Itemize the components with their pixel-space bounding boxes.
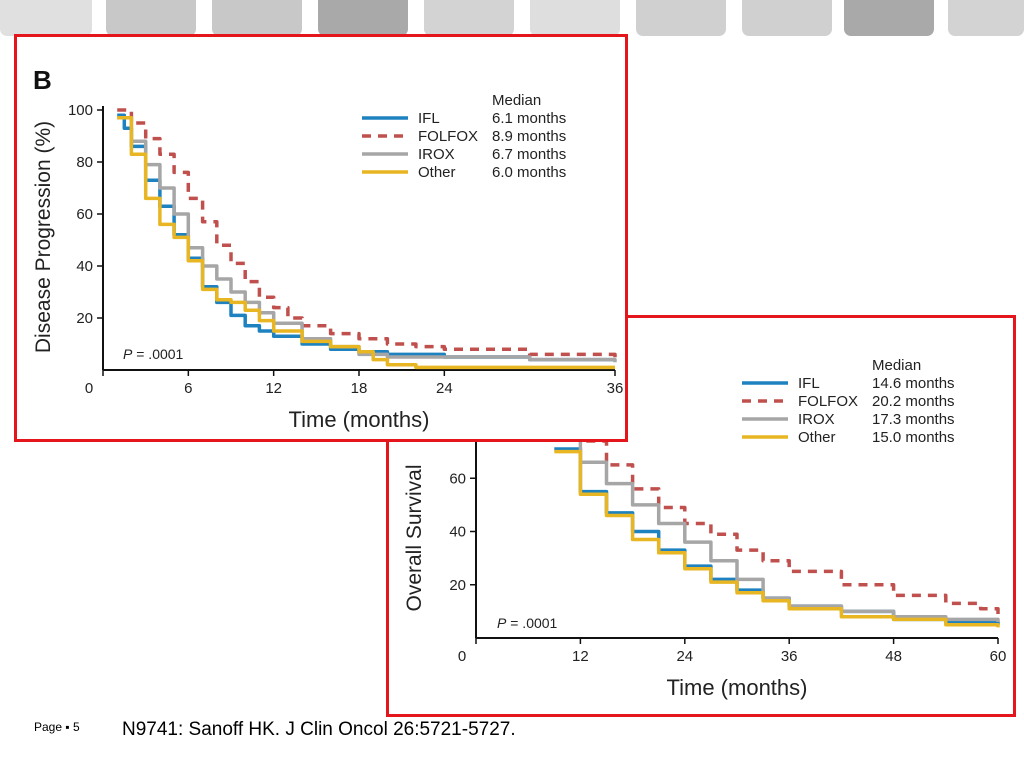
nav-tab-5[interactable] — [424, 0, 514, 36]
y-tick-label: 60 — [76, 206, 93, 223]
page-number: Page ▪ 5 — [34, 720, 80, 734]
x-axis-label: Time (months) — [667, 675, 808, 700]
p-value-number: = .0001 — [132, 346, 183, 362]
series-line-other — [117, 116, 615, 370]
legend-series-name: FOLFOX — [418, 128, 478, 145]
y-tick-label: 20 — [449, 577, 466, 594]
citation-text: N9741: Sanoff HK. J Clin Oncol 26:5721-5… — [122, 719, 516, 740]
legend-series-name: IFL — [798, 375, 820, 392]
series-line-folfox — [117, 108, 617, 360]
legend-median: 6.0 months — [492, 164, 566, 181]
nav-tab-8[interactable] — [742, 0, 832, 36]
y-axis-label: Disease Progression (%) — [32, 121, 55, 353]
legend-header: Median — [492, 92, 541, 109]
x-tick-label: 0 — [85, 380, 93, 397]
series-line-folfox — [554, 423, 1000, 614]
nav-tab-9[interactable] — [844, 0, 934, 36]
legend-median: 6.1 months — [492, 110, 566, 127]
overall-survival-chart: 0 12 24 36 48 60 20 40 60 P = .0001 Median IFL 14.6 … — [403, 357, 1007, 700]
y-tick-label: 60 — [449, 470, 466, 487]
legend-median: 17.3 months — [872, 411, 955, 428]
legend-series-name: IFL — [418, 110, 440, 127]
x-tick-label: 6 — [184, 380, 192, 397]
y-tick-label: 20 — [76, 310, 93, 327]
legend-header: Median — [872, 357, 921, 374]
y-tick-label: 40 — [449, 524, 466, 541]
top-tab-bar — [0, 0, 1024, 40]
x-tick-label: 24 — [436, 380, 453, 397]
panel-label: B — [33, 65, 52, 95]
nav-tab-7[interactable] — [636, 0, 726, 36]
nav-tab-4[interactable] — [318, 0, 408, 36]
series-line-irox — [554, 425, 1000, 622]
p-value-annotation: P = .0001 — [497, 615, 558, 631]
p-value-annotation: P = .0001 — [123, 346, 184, 362]
x-axis-label: Time (months) — [289, 407, 430, 432]
legend-median: 8.9 months — [492, 128, 566, 145]
x-tick-label: 12 — [265, 380, 282, 397]
y-axis-label: Overall Survival — [403, 464, 426, 611]
x-tick-label: 48 — [885, 648, 902, 665]
p-value-number: = .0001 — [506, 615, 557, 631]
disease-progression-chart: 0 6 12 18 24 36 20 40 60 80 100 P = .0001 Median IFL 6… — [32, 65, 624, 432]
series-line-other — [554, 449, 1000, 628]
p-value-symbol: P — [497, 615, 507, 631]
legend-series-name: FOLFOX — [798, 393, 858, 410]
nav-tab-2[interactable] — [106, 0, 196, 36]
nav-tab-3[interactable] — [212, 0, 302, 36]
x-tick-label: 24 — [676, 648, 693, 665]
legend-median: 14.6 months — [872, 375, 955, 392]
y-tick-label: 80 — [76, 154, 93, 171]
y-tick-label: 100 — [68, 102, 93, 119]
nav-tab-1[interactable] — [0, 0, 92, 36]
legend-series-name: IROX — [798, 411, 835, 428]
legend-series-name: IROX — [418, 146, 455, 163]
legend-median: 6.7 months — [492, 146, 566, 163]
x-tick-label: 60 — [990, 648, 1007, 665]
disease-progression-chart-frame: 0 6 12 18 24 36 20 40 60 80 100 P = .0001 Median IFL 6… — [14, 34, 628, 442]
x-tick-label: 0 — [458, 648, 466, 665]
legend-series-name: Other — [418, 164, 456, 181]
y-tick-label: 40 — [76, 258, 93, 275]
legend-series-name: Other — [798, 429, 836, 446]
x-tick-label: 36 — [607, 380, 624, 397]
x-tick-label: 36 — [781, 648, 798, 665]
x-tick-label: 12 — [572, 648, 589, 665]
legend-median: 15.0 months — [872, 429, 955, 446]
legend-median: 20.2 months — [872, 393, 955, 410]
x-tick-label: 18 — [351, 380, 368, 397]
nav-tab-10[interactable] — [948, 0, 1024, 36]
p-value-symbol: P — [123, 346, 133, 362]
nav-tab-6[interactable] — [530, 0, 620, 36]
